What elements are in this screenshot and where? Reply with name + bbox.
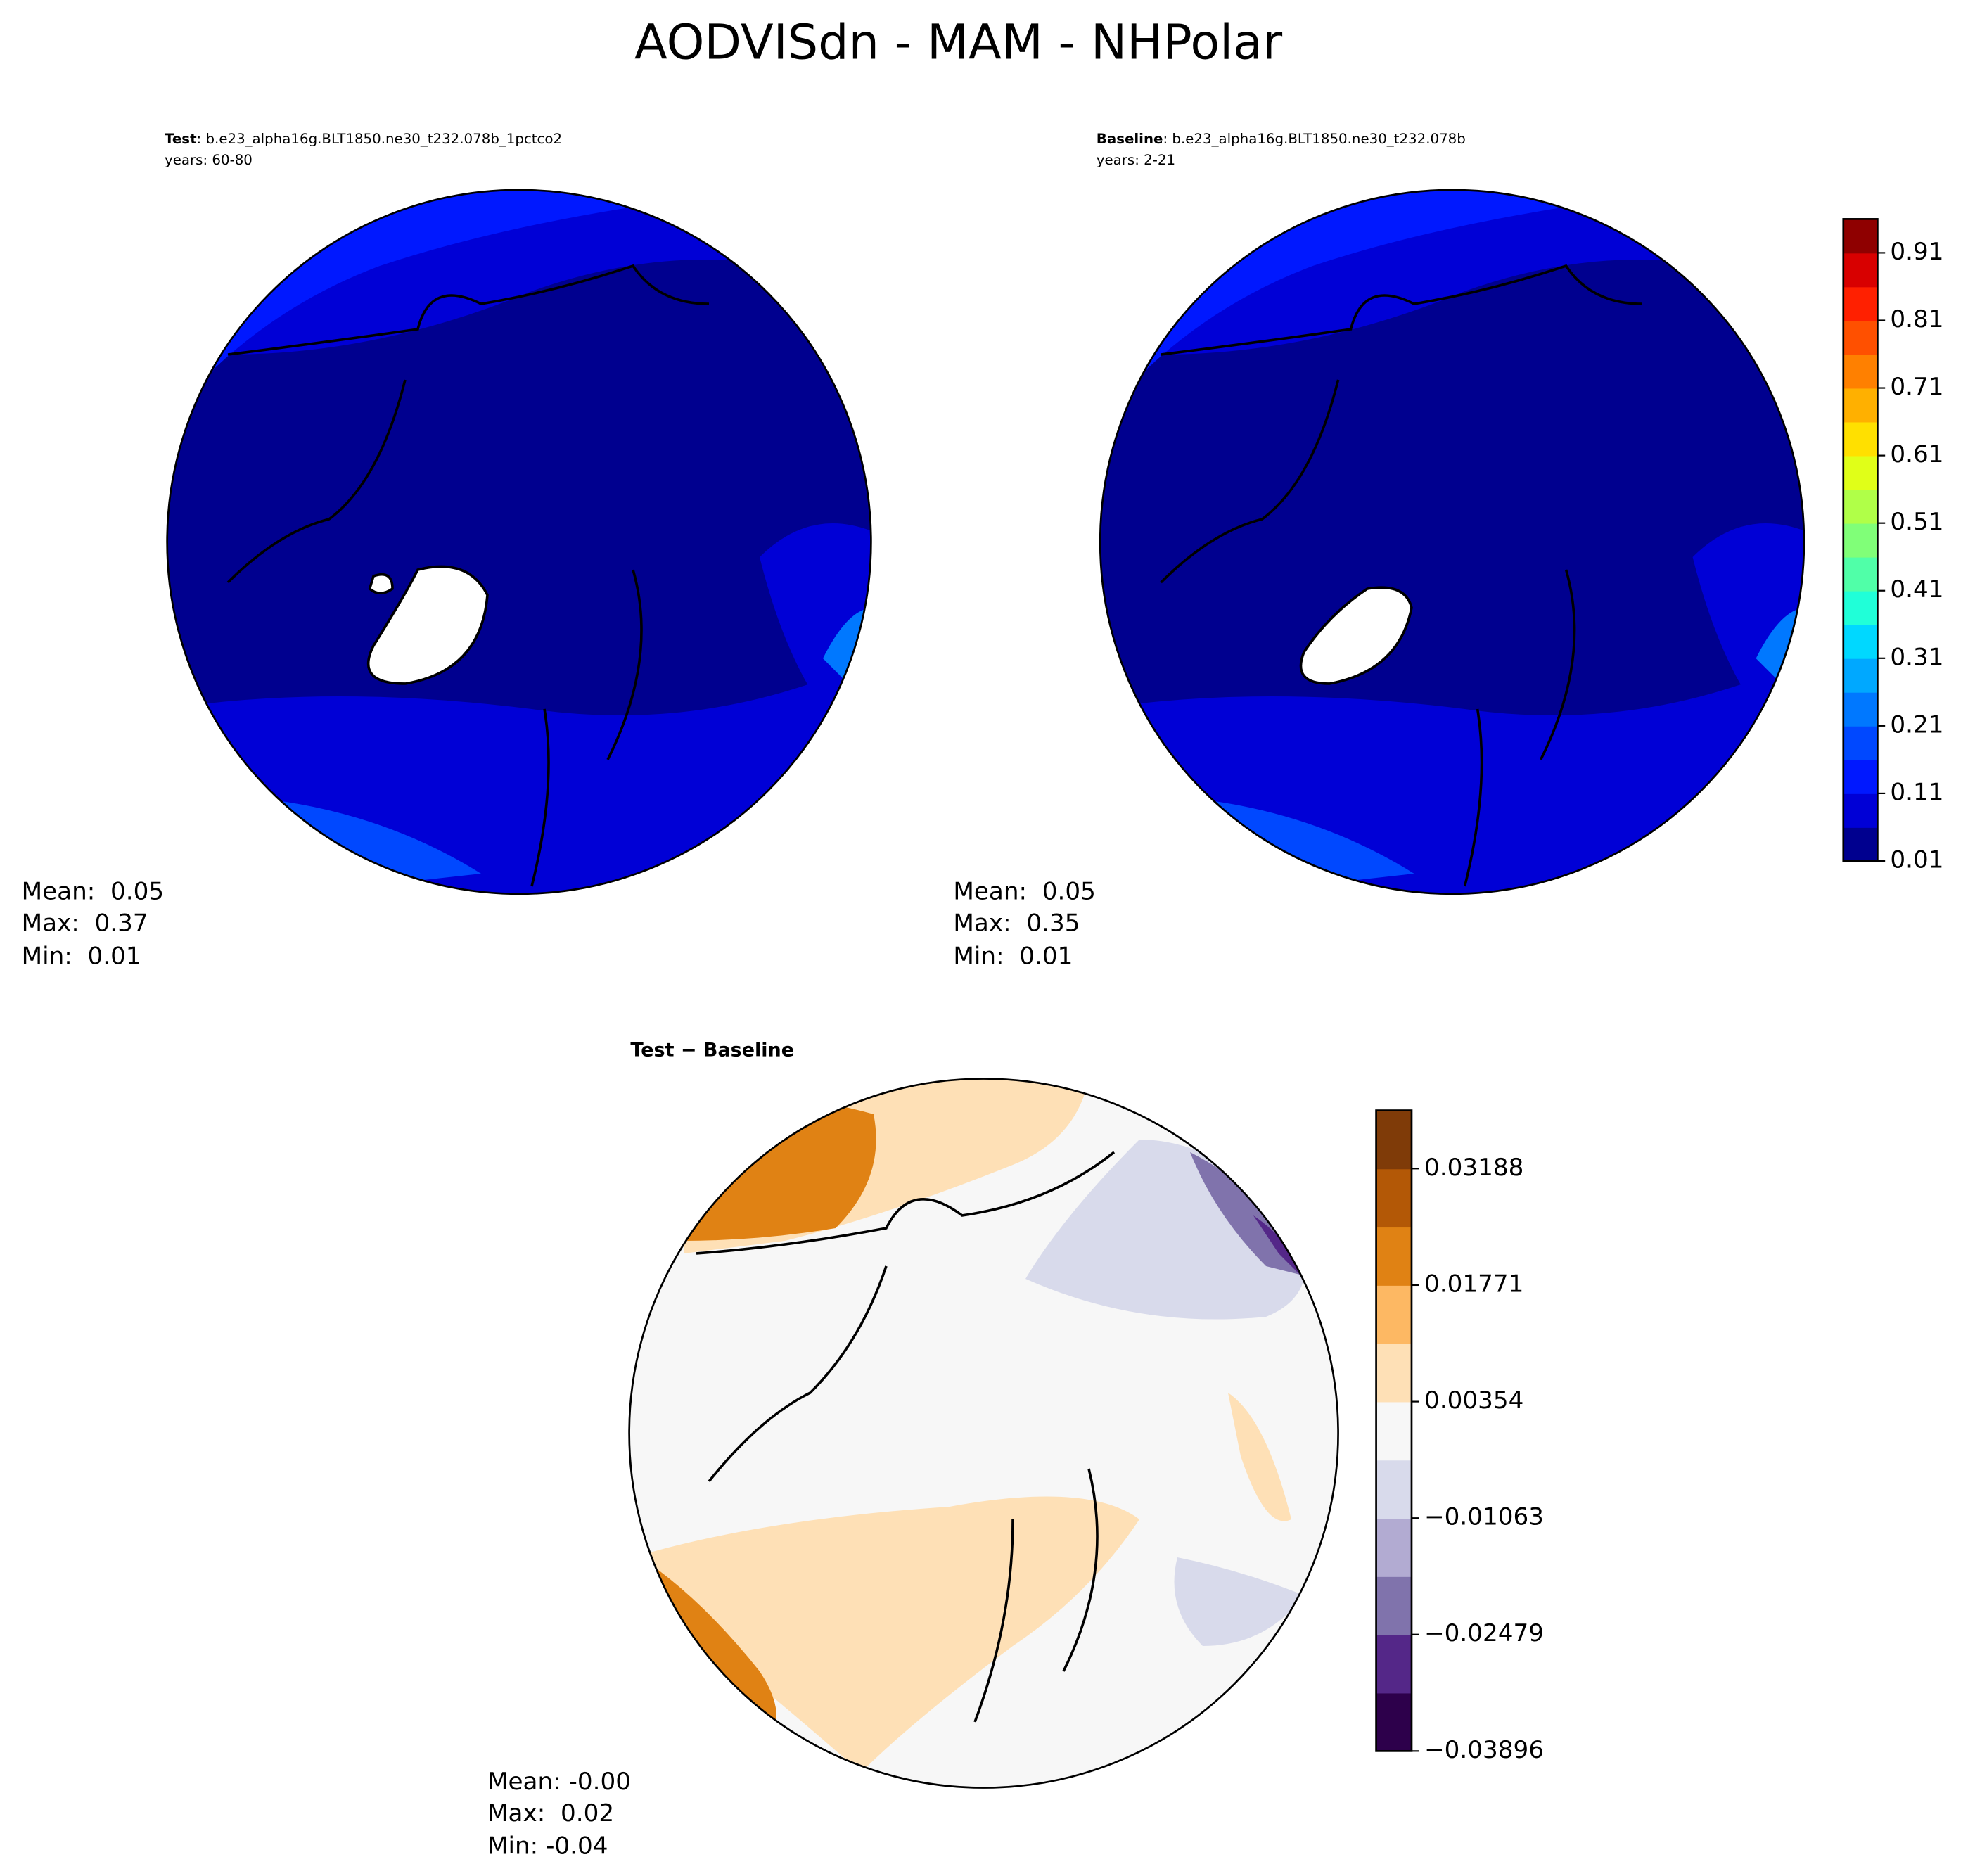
colorbar-band xyxy=(1843,725,1878,760)
stat-line: Mean: 0.05 xyxy=(22,877,165,905)
colorbar-band xyxy=(1843,455,1878,490)
colorbar-band xyxy=(1843,590,1878,625)
colorbar-frame xyxy=(1842,218,1879,862)
colorbar-band xyxy=(1843,759,1878,794)
colorbar-frame xyxy=(1375,1109,1413,1752)
panel-label: Test xyxy=(165,130,197,146)
colorbar-tick-label: 0.01 xyxy=(1890,846,1943,874)
panel-heading: Baseline: b.e23_alpha16g.BLT1850.ne30_t2… xyxy=(1097,130,1466,146)
colorbar-tick-label: 0.81 xyxy=(1890,305,1943,333)
stat-line: Max: 0.37 xyxy=(22,909,148,937)
colorbar-band xyxy=(1843,388,1878,423)
colorbar-tick-label: 0.91 xyxy=(1890,238,1943,266)
colorbar-tick-label: 0.21 xyxy=(1890,710,1943,739)
map xyxy=(629,1078,1338,1788)
colorbar-band xyxy=(1843,354,1878,389)
panel-label: Baseline xyxy=(1097,130,1163,146)
stat-line: Min: -0.04 xyxy=(487,1832,608,1861)
colorbar-band xyxy=(1376,1634,1412,1694)
colorbar-tick-label: 0.00354 xyxy=(1424,1386,1523,1415)
colorbar-band xyxy=(1843,556,1878,592)
colorbar-tick-label: 0.71 xyxy=(1890,373,1943,401)
colorbar-tick-label: 0.03188 xyxy=(1424,1154,1523,1182)
stat-line: Min: 0.01 xyxy=(22,942,141,970)
colorbar-band xyxy=(1843,219,1878,254)
colorbar-band xyxy=(1843,253,1878,288)
stat-line: Max: 0.02 xyxy=(487,1799,614,1827)
colorbar-band xyxy=(1843,523,1878,558)
colorbar-tick-label: 0.31 xyxy=(1890,643,1943,671)
colorbar-band xyxy=(1376,1401,1412,1461)
colorbar-band xyxy=(1843,793,1878,828)
panel-case: : b.e23_alpha16g.BLT1850.ne30_t232.078b xyxy=(1163,130,1465,146)
colorbar-band xyxy=(1843,421,1878,457)
colorbar-tick-label: −0.03896 xyxy=(1424,1736,1544,1764)
colorbar-tick-label: −0.01063 xyxy=(1424,1503,1544,1531)
colorbar-band xyxy=(1376,1692,1412,1752)
stat-line: Mean: 0.05 xyxy=(953,877,1096,905)
panel-years: years: 60-80 xyxy=(165,152,253,168)
colorbar-band xyxy=(1843,624,1878,659)
colorbar-tick-label: 0.61 xyxy=(1890,440,1943,468)
panel-years: years: 2-21 xyxy=(1097,152,1175,168)
colorbar-band xyxy=(1843,827,1878,862)
colorbar-band xyxy=(1843,658,1878,693)
panel-label: Test − Baseline xyxy=(630,1039,794,1061)
stat-line: Min: 0.01 xyxy=(953,942,1073,970)
panel-heading: Test: b.e23_alpha16g.BLT1850.ne30_t232.0… xyxy=(165,130,562,146)
colorbar-band xyxy=(1843,489,1878,524)
colorbar-band xyxy=(1376,1110,1412,1170)
colorbar-band xyxy=(1376,1576,1412,1635)
colorbar-band xyxy=(1843,320,1878,355)
colorbar-band xyxy=(1376,1227,1412,1286)
figure-title: AODVISdn - MAM - NHPolar xyxy=(634,15,1283,70)
colorbar-band xyxy=(1376,1460,1412,1519)
colorbar-band xyxy=(1376,1518,1412,1577)
colorbar-tick-label: 0.51 xyxy=(1890,508,1943,536)
colorbar-tick-label: 0.01771 xyxy=(1424,1270,1523,1298)
colorbar-tick-label: −0.02479 xyxy=(1424,1619,1544,1647)
colorbar-band xyxy=(1376,1168,1412,1228)
panel-case: : b.e23_alpha16g.BLT1850.ne30_t232.078b_… xyxy=(197,130,563,146)
colorbar-band xyxy=(1843,286,1878,321)
colorbar-tick-label: 0.41 xyxy=(1890,575,1943,604)
stat-line: Mean: -0.00 xyxy=(487,1768,631,1796)
colorbar-band xyxy=(1376,1284,1412,1344)
colorbar-band xyxy=(1376,1343,1412,1403)
colorbar-tick-label: 0.11 xyxy=(1890,778,1943,806)
stat-line: Max: 0.35 xyxy=(953,909,1080,937)
colorbar-band xyxy=(1843,691,1878,727)
